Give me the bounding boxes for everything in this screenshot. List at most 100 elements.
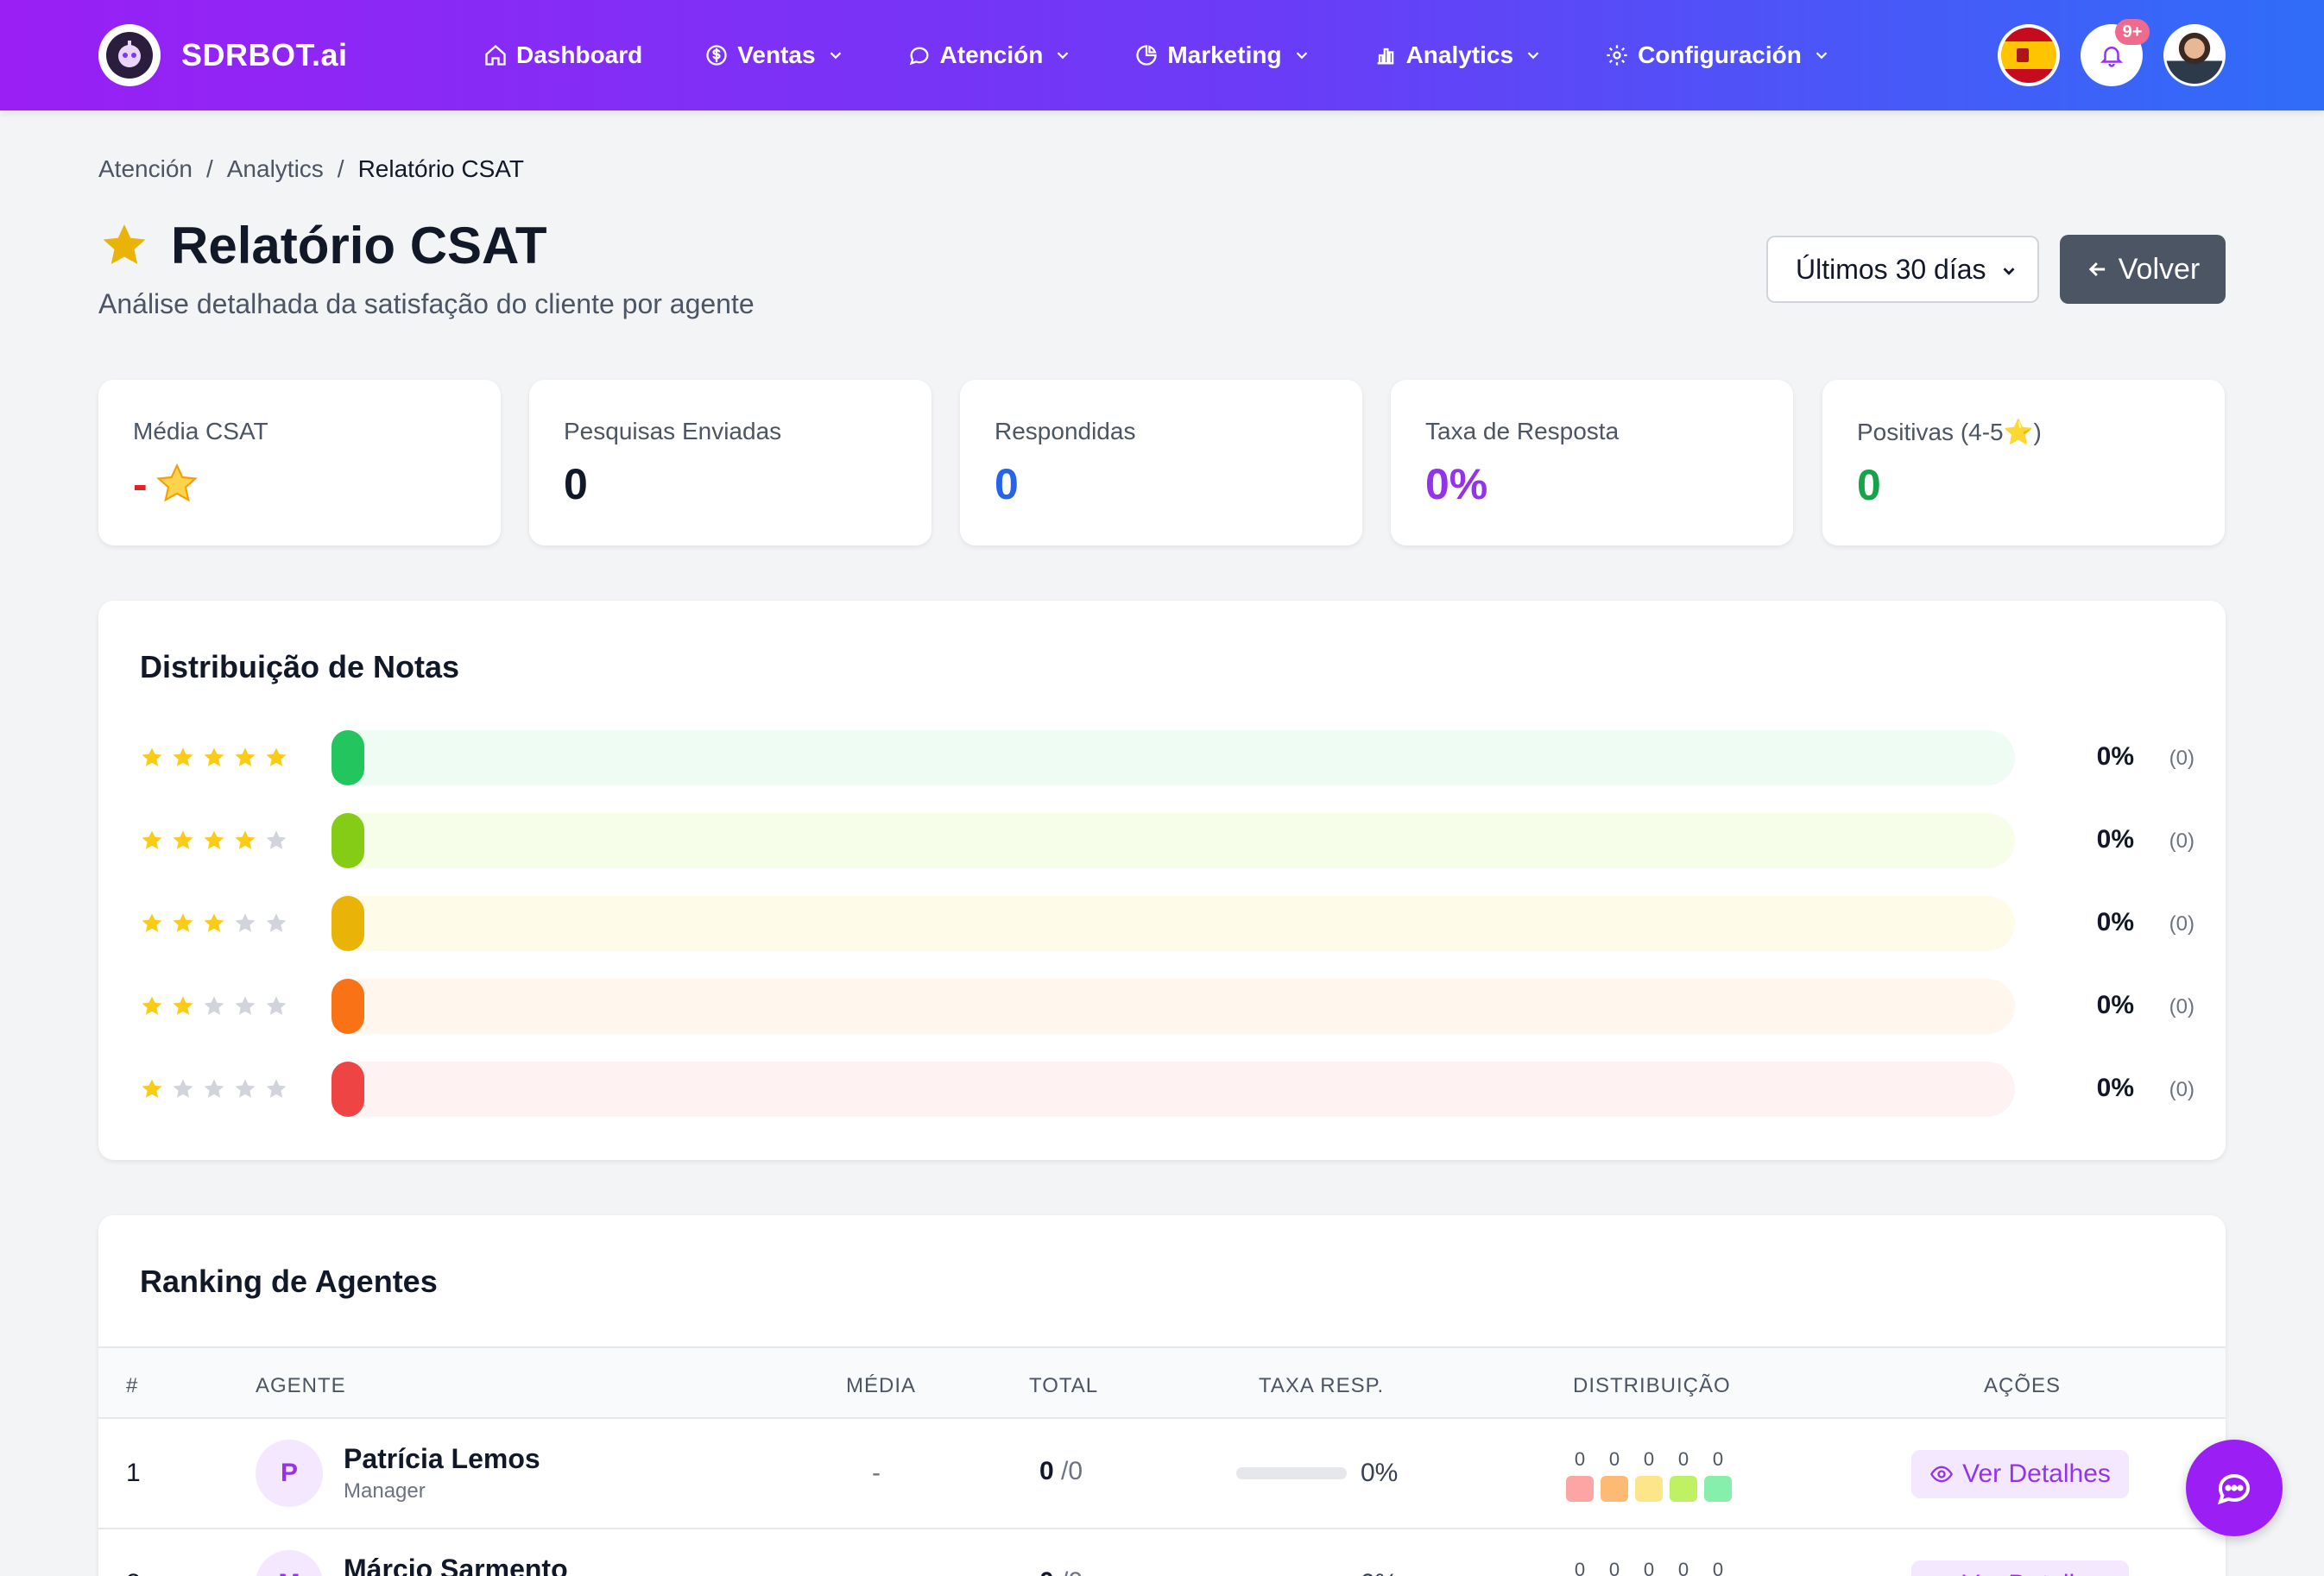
chevron-down-icon <box>1296 52 1307 60</box>
brand-name: SDRBOT.ai <box>181 37 348 72</box>
distribution-cell-count: 0 <box>1574 1559 1586 1576</box>
ranking-title: Ranking de Agentes <box>140 1264 438 1299</box>
view-details-button[interactable]: Ver Detalhes <box>1911 1450 2129 1498</box>
distribution-count: (0) <box>2169 829 2195 853</box>
notifications-button[interactable]: 9+ <box>2081 19 2150 86</box>
chevron-down-icon <box>1816 52 1828 60</box>
distribution-count: (0) <box>2169 995 2195 1018</box>
nav-atencion[interactable]: Atención <box>907 41 1073 69</box>
period-select-value: Últimos 30 días <box>1796 253 1986 285</box>
chevron-down-icon <box>1527 52 1539 60</box>
stat-label: Positivas (4-5⭐) <box>1857 419 2042 445</box>
nav-ventas[interactable]: Ventas <box>704 41 844 69</box>
agent-total: 0 /0 <box>1039 1567 1083 1576</box>
brand[interactable]: SDRBOT.ai <box>98 24 348 86</box>
stat-label: Taxa de Resposta <box>1425 418 1620 444</box>
distribution-cell-count: 0 <box>1677 1448 1689 1470</box>
distribution-bar-track <box>332 730 2015 785</box>
distribution-cell-count: 0 <box>1643 1559 1655 1576</box>
stat-value-text: 0 <box>564 460 588 508</box>
distribution-cell: 0 <box>1666 1559 1701 1576</box>
stat-label: Respondidas <box>995 418 1136 444</box>
star-icon <box>266 996 287 1015</box>
stat-value-text: 0% <box>1425 460 1488 508</box>
rating-stars <box>140 829 295 853</box>
distribution-cell: 0 <box>1632 1559 1666 1576</box>
star-icon <box>204 913 224 932</box>
stat-value: 0 <box>995 459 1328 509</box>
nav-configuracion[interactable]: Configuración <box>1605 41 1831 69</box>
star-icon <box>142 913 162 932</box>
stat-card-positivas: Positivas (4-5⭐) 0 <box>1822 380 2225 545</box>
agent-response-rate: 0% <box>1361 1569 1398 1576</box>
distribution-cell: 0 <box>1666 1448 1701 1502</box>
agent-avatar: P <box>256 1440 323 1507</box>
agent-role: Manager <box>344 1479 426 1503</box>
nav-ventas-label: Ventas <box>737 41 816 68</box>
distribution-count: (0) <box>2169 1078 2195 1101</box>
agent-total-of: /0 <box>1061 1567 1083 1576</box>
stat-label: Pesquisas Enviadas <box>564 418 782 444</box>
agent-rank: 1 <box>126 1459 141 1487</box>
ranking-card: Ranking de Agentes # AGENTE MÉDIA TOTAL … <box>98 1215 2226 1576</box>
table-row: 2 M Márcio Sarmento - 0 /0 0% 0 0 0 0 0 Ver Detalhe… <box>98 1528 2226 1576</box>
distribution-percent: 0% <box>2096 908 2134 936</box>
eye-icon <box>1929 1573 1954 1576</box>
page-subtitle: Análise detalhada da satisfação do clien… <box>98 288 755 319</box>
agent-name[interactable]: Patrícia Lemos <box>344 1443 540 1474</box>
rating-stars <box>140 1077 295 1101</box>
period-select[interactable]: Últimos 30 días <box>1766 236 2039 303</box>
distribution-title: Distribuição de Notas <box>140 649 460 684</box>
main-nav: Dashboard Ventas Atención Marketing Anal… <box>483 0 1893 110</box>
stat-value: 0 <box>1857 460 2190 510</box>
robot-logo-icon <box>98 24 161 86</box>
star-icon <box>204 996 224 1015</box>
distribution-bar-track <box>332 896 2015 951</box>
nav-marketing[interactable]: Marketing <box>1134 41 1310 69</box>
view-details-label: Ver Detalhes <box>1962 1570 2111 1576</box>
nav-marketing-label: Marketing <box>1167 41 1282 68</box>
distribution-cell-count: 0 <box>1712 1448 1724 1470</box>
agent-response-rate: 0% <box>1361 1459 1399 1487</box>
star-icon <box>173 913 193 932</box>
breadcrumb-separator: / <box>337 155 344 182</box>
bell-icon <box>2100 47 2124 67</box>
breadcrumb: Atención / Analytics / Relatório CSAT <box>98 155 524 183</box>
distribution-row-2-stars: 0% (0) <box>140 979 2195 1034</box>
view-details-button[interactable]: Ver Detalhes <box>1911 1560 2129 1576</box>
nav-analytics[interactable]: Analytics <box>1374 41 1544 69</box>
breadcrumb-current: Relatório CSAT <box>357 155 525 182</box>
distribution-percent: 0% <box>2096 742 2134 771</box>
agent-name[interactable]: Márcio Sarmento <box>344 1554 568 1576</box>
notifications-badge: 9+ <box>2115 19 2150 45</box>
distribution-count: (0) <box>2169 747 2195 770</box>
agent-rank: 2 <box>126 1569 141 1576</box>
col-rank: # <box>126 1374 139 1397</box>
breadcrumb-atencion[interactable]: Atención <box>98 155 193 182</box>
distribution-card: Distribuição de Notas 0% (0) 0% (0) 0% (0) 0% (… <box>98 601 2226 1160</box>
star-icon <box>235 830 256 849</box>
stat-value-text: 0 <box>995 460 1019 508</box>
nav-analytics-label: Analytics <box>1405 41 1514 68</box>
language-switcher[interactable] <box>1998 24 2060 86</box>
distribution-cell: 0 <box>1632 1448 1666 1502</box>
pie-chart-icon <box>1136 45 1157 66</box>
distribution-cell: 0 <box>1597 1448 1632 1502</box>
nav-dashboard[interactable]: Dashboard <box>483 41 642 69</box>
breadcrumb-analytics[interactable]: Analytics <box>226 155 324 182</box>
chevron-down-icon <box>830 52 841 60</box>
user-avatar[interactable] <box>2163 24 2226 86</box>
distribution-swatch <box>1601 1476 1628 1502</box>
star-icon <box>235 913 256 932</box>
distribution-percent: 0% <box>2096 991 2134 1019</box>
agent-avatar: M <box>256 1550 323 1576</box>
response-rate-bar <box>1236 1467 1347 1479</box>
table-header: # AGENTE MÉDIA TOTAL TAXA RESP. DISTRIBU… <box>98 1346 2226 1417</box>
distribution-bar-track <box>332 979 2015 1034</box>
chat-fab-button[interactable] <box>2186 1440 2283 1536</box>
table-row: 1 P Patrícia Lemos Manager -0 /0 0% 0 0 0 0 0 Ver D… <box>98 1417 2226 1528</box>
back-button[interactable]: Volver <box>2060 235 2226 304</box>
distribution-cell-count: 0 <box>1608 1559 1620 1576</box>
stat-value: 0% <box>1425 459 1759 509</box>
